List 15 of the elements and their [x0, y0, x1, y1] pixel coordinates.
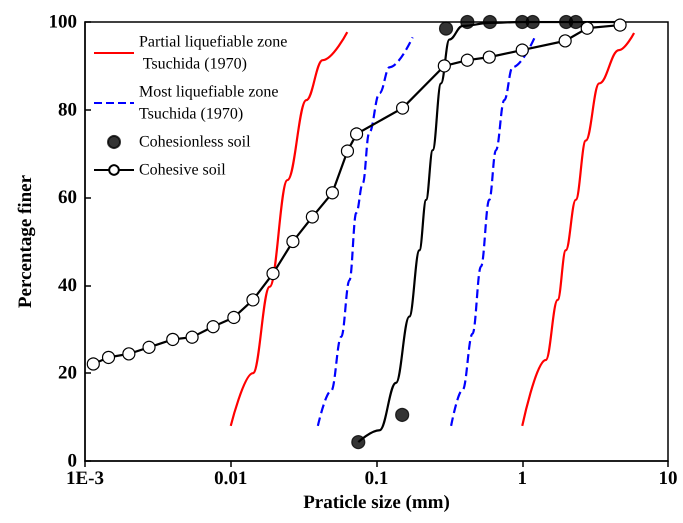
legend-label: Most liquefiable zone Tsuchida (1970) — [139, 84, 283, 122]
x-tick-label: 10 — [658, 468, 678, 489]
y-tick-label: 60 — [58, 187, 77, 208]
x-tick-label: 1 — [518, 468, 527, 489]
legend-label: Cohesive soil — [139, 162, 226, 178]
y-tick-label: 100 — [48, 12, 77, 32]
legend-label: Partial liquefiable zone Tsuchida (1970) — [139, 34, 288, 72]
y-tick-label: 20 — [58, 362, 77, 384]
x-tick-label: 0.1 — [364, 468, 388, 489]
x-tick-label: 0.01 — [214, 468, 248, 489]
y-tick-label: 80 — [58, 99, 77, 120]
y-tick-label: 40 — [58, 274, 77, 296]
y-axis-title: Percentage finer — [15, 174, 36, 308]
legend-label: Cohesionless soil — [139, 134, 252, 150]
x-axis-title: Praticle size (mm) — [303, 492, 450, 513]
